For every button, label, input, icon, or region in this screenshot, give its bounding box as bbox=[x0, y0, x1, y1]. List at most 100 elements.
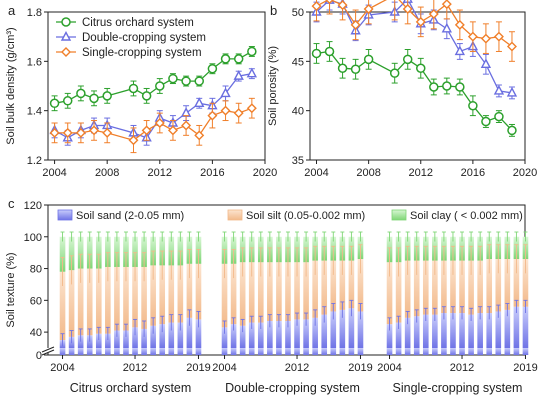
data-point bbox=[233, 70, 244, 80]
bar-sand-lower bbox=[459, 348, 465, 355]
bar-clay bbox=[77, 236, 84, 269]
data-point bbox=[337, 63, 348, 73]
panel-letter: c bbox=[8, 196, 15, 211]
bar-sand bbox=[303, 319, 309, 348]
data-point bbox=[168, 73, 178, 84]
bar-silt bbox=[230, 263, 237, 325]
bar-sand bbox=[504, 309, 511, 348]
bar-sand bbox=[422, 314, 429, 348]
bar-sand-lower bbox=[450, 348, 456, 355]
x-tick-label: 2004 bbox=[50, 362, 74, 374]
bar-group: 2004 2012 2019 Citrus orchard system bbox=[50, 231, 211, 395]
bar-clay bbox=[114, 236, 120, 267]
bar-sand-lower bbox=[59, 348, 66, 355]
bar-sand-lower bbox=[330, 348, 337, 355]
bar-sand-lower bbox=[186, 348, 193, 355]
bar-sand-lower bbox=[413, 348, 420, 355]
x-tick-label: 2019 bbox=[186, 362, 210, 374]
legend-label: Soil clay ( < 0.002 mm) bbox=[410, 210, 523, 222]
series-line bbox=[54, 107, 253, 142]
x-tick-label: 2004 bbox=[377, 362, 401, 374]
bar-sand-lower bbox=[177, 348, 184, 355]
x-tick-label: 2008 bbox=[356, 167, 380, 179]
data-point bbox=[220, 87, 231, 98]
legend-marker bbox=[61, 47, 71, 57]
bar-silt bbox=[141, 266, 147, 329]
data-point bbox=[246, 67, 258, 78]
x-tick-label: 2020 bbox=[253, 167, 277, 179]
data-point bbox=[246, 103, 257, 114]
bar-sand-lower bbox=[114, 348, 120, 355]
data-point bbox=[75, 127, 86, 138]
bar-sand bbox=[276, 320, 282, 348]
bar-silt bbox=[195, 263, 202, 320]
bar-sand bbox=[312, 317, 318, 348]
bar-sand bbox=[168, 322, 175, 348]
x-tick-label: 2020 bbox=[513, 167, 537, 179]
data-point bbox=[76, 88, 86, 99]
data-point bbox=[89, 93, 99, 104]
data-point bbox=[441, 0, 452, 10]
bar-sand-lower bbox=[495, 348, 502, 355]
data-point bbox=[207, 110, 218, 121]
data-point bbox=[220, 105, 231, 116]
bar-silt bbox=[86, 268, 93, 336]
bar-silt bbox=[404, 260, 411, 318]
bar-silt bbox=[77, 268, 84, 336]
bar-clay bbox=[86, 236, 93, 269]
bar-sand bbox=[477, 313, 483, 348]
bar-sand bbox=[123, 330, 129, 348]
data-point bbox=[247, 46, 257, 57]
bar-sand bbox=[386, 324, 393, 348]
bar-silt bbox=[150, 265, 156, 326]
bar-sand-lower bbox=[312, 348, 318, 355]
axis-break-gap bbox=[42, 348, 522, 353]
bar-sand-lower bbox=[348, 348, 355, 355]
data-point bbox=[311, 1, 322, 12]
data-point bbox=[415, 16, 426, 27]
panel-letter: b bbox=[270, 3, 277, 18]
data-point bbox=[480, 33, 491, 44]
bar-sand bbox=[186, 317, 193, 348]
bar-sand bbox=[432, 314, 438, 348]
legend-label: Soil sand (2-0.05 mm) bbox=[76, 210, 184, 222]
data-point bbox=[181, 76, 191, 86]
data-point bbox=[350, 64, 361, 74]
data-point bbox=[454, 19, 465, 30]
bar-silt bbox=[239, 262, 246, 326]
data-point bbox=[194, 130, 205, 141]
bar-sand bbox=[468, 314, 474, 348]
bar-sand-lower bbox=[513, 348, 520, 355]
y-tick-label: 1.2 bbox=[27, 155, 42, 167]
bar-silt bbox=[441, 260, 447, 314]
group-label: Single-cropping system bbox=[393, 381, 523, 395]
data-point bbox=[363, 4, 374, 15]
plot-frame bbox=[309, 11, 526, 161]
x-tick-label: 2012 bbox=[285, 362, 309, 374]
bar-silt bbox=[348, 260, 355, 309]
data-point bbox=[454, 45, 466, 56]
data-point bbox=[154, 118, 165, 128]
data-point bbox=[102, 127, 113, 138]
bar-silt bbox=[495, 259, 502, 312]
bar-sand-lower bbox=[195, 348, 202, 355]
bar-sand bbox=[522, 306, 529, 348]
data-point bbox=[89, 125, 100, 136]
bar-sand bbox=[159, 324, 166, 348]
bar-silt bbox=[285, 262, 291, 321]
legend-label: Soil silt (0.05-0.002 mm) bbox=[246, 210, 365, 222]
bar-silt bbox=[486, 259, 493, 314]
legend-swatch bbox=[227, 209, 243, 221]
data-point bbox=[180, 107, 192, 117]
bar-clay bbox=[141, 236, 147, 267]
bar-sand-lower bbox=[504, 348, 511, 355]
bar-sand bbox=[404, 317, 411, 348]
data-point bbox=[468, 100, 478, 111]
bar-silt bbox=[513, 259, 520, 307]
x-tick-label: 2004 bbox=[42, 167, 66, 179]
data-point bbox=[455, 82, 465, 92]
panel-a: a 1.2 1.4 1.6 1.8 2004 2008 2012 2016 2020 Soil bu… bbox=[5, 3, 277, 179]
bar-silt bbox=[422, 260, 429, 315]
bar-sand-lower bbox=[267, 348, 273, 355]
